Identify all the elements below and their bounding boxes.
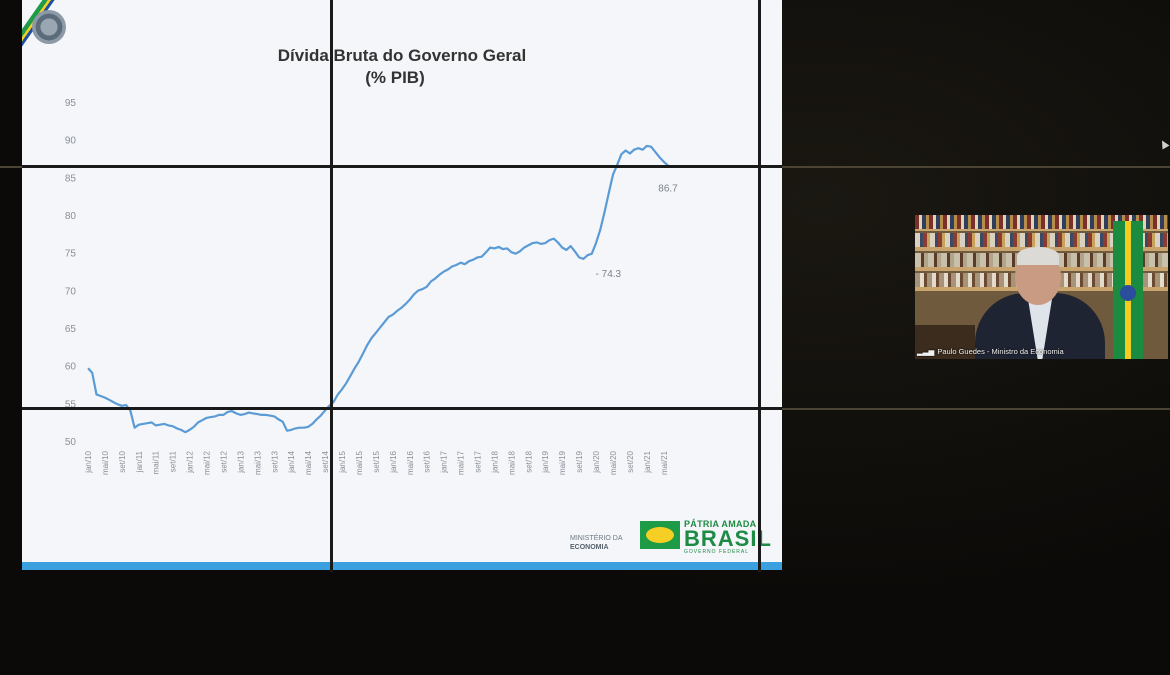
x-tick-label: set/14 [321,450,330,472]
debt-line-chart: 50 55 60 65 70 75 80 85 90 95 jan/10 mai/10 set/10 ja… [65,98,678,475]
x-tick-label: jan/17 [440,450,449,473]
x-tick-label: jan/10 [84,450,93,473]
ministry-label: MINISTÉRIO DA ECONOMIA [570,534,623,552]
brand-small-text: PÁTRIA AMADA [684,519,757,529]
x-tick-label: set/17 [473,450,482,472]
y-tick-label: 50 [65,437,77,448]
y-tick-label: 75 [65,249,77,260]
y-tick-label: 65 [65,324,77,335]
desk [915,325,975,359]
ministry-line1: MINISTÉRIO DA [570,535,623,542]
brand-tiny-text: GOVERNO FEDERAL [684,549,750,555]
video-call-window: ▂▃▅ Paulo Guedes - Ministro da Economia [915,215,1168,359]
x-tick-label: set/18 [524,450,533,472]
x-tick-label: jan/16 [389,450,398,473]
speaker-hair [1017,247,1059,265]
y-tick-label: 85 [65,173,77,184]
x-tick-label: jan/12 [186,450,195,473]
x-tick-label: jan/18 [490,450,499,473]
chart-title-line1: Dívida Bruta do Governo Geral [277,46,527,65]
x-tick-label: jan/21 [643,450,652,473]
x-tick-label: set/20 [626,450,635,472]
x-tick-label: set/10 [118,450,127,472]
flag-globe [1120,285,1136,301]
brand-big-text: BRASIL [684,526,772,551]
x-tick-label: jan/19 [541,450,550,473]
x-tick-label: set/16 [423,450,432,472]
video-caption-text: Paulo Guedes - Ministro da Economia [937,347,1064,356]
x-tick-label: mai/18 [507,450,516,475]
x-tick-label: set/15 [372,450,381,472]
books [915,233,1168,247]
screen-seam-vertical [330,0,333,572]
slide-bottom-bar [22,562,782,570]
data-label: - 74.3 [596,269,622,280]
chart-title: Dívida Bruta do Governo Geral (% PIB) [22,45,782,89]
x-tick-label: mai/10 [101,450,110,475]
signal-bars-icon: ▂▃▅ [917,347,935,356]
panel-seam [782,408,1170,410]
x-tick-label: jan/20 [592,450,601,473]
chart-title-line2: (% PIB) [365,68,425,87]
presentation-slide: Dívida Bruta do Governo Geral (% PIB) 50… [22,0,782,570]
x-tick-label: mai/13 [253,450,262,475]
x-tick-label: jan/15 [338,450,347,473]
x-tick-label: mai/11 [152,450,161,474]
x-tick-label: jan/13 [236,450,245,473]
ministry-line2: ECONOMIA [570,544,609,551]
x-tick-label: mai/15 [355,450,364,475]
books [915,215,1168,229]
video-caption: ▂▃▅ Paulo Guedes - Ministro da Economia [917,347,1064,356]
y-tick-label: 55 [65,399,77,410]
screen-seam-horizontal [22,165,782,168]
x-tick-label: mai/21 [660,450,669,475]
x-tick-label: set/12 [219,450,228,472]
data-label: 86.7 [658,184,678,195]
brazil-flag-logo-icon [640,521,680,549]
screen-seam-horizontal [22,407,782,410]
x-tick-label: set/19 [575,450,584,472]
coat-of-arms-icon [32,10,66,44]
y-tick-label: 95 [65,98,77,109]
y-tick-label: 70 [65,286,77,297]
y-tick-label: 80 [65,211,77,222]
bookshelf [915,227,1168,231]
x-tick-label: jan/11 [135,450,144,473]
y-tick-label: 60 [65,362,77,373]
x-tick-label: mai/19 [558,450,567,475]
x-tick-label: set/13 [270,450,279,472]
x-tick-label: mai/16 [406,450,415,475]
x-tick-label: mai/17 [457,450,466,475]
series-line [87,144,669,434]
x-tick-label: mai/12 [203,450,212,475]
brand-logo: PÁTRIA AMADA BRASIL GOVERNO FEDERAL [684,519,772,555]
y-tick-label: 90 [65,136,77,147]
screen-seam-vertical [758,0,761,572]
panel-seam [782,166,1170,168]
x-tick-label: jan/14 [287,450,296,473]
x-tick-label: mai/20 [609,450,618,475]
panel-seam [0,166,22,168]
x-tick-label: mai/14 [304,450,313,475]
x-tick-label: set/11 [169,450,178,472]
